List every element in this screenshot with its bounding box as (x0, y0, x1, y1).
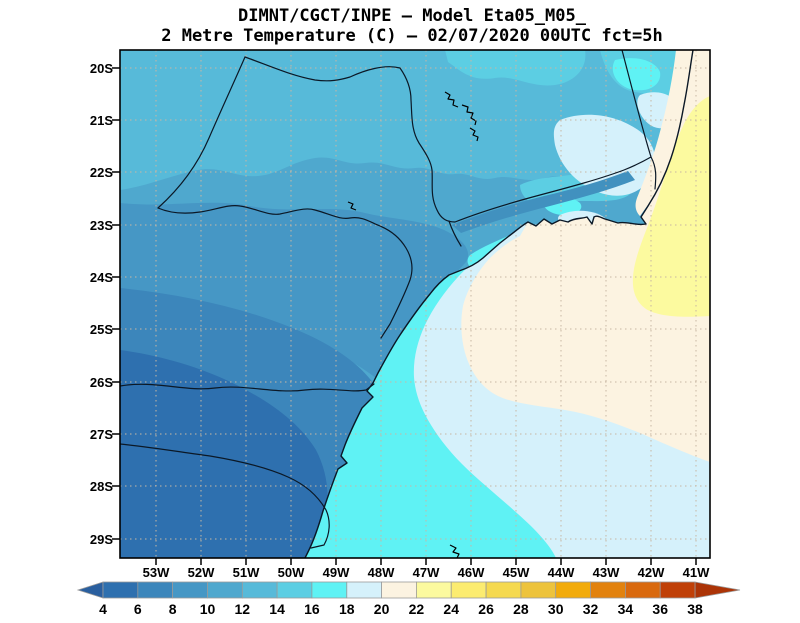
temperature-colorbar: 4 6 8 10 12 14 16 18 20 22 24 26 28 30 3… (76, 581, 741, 617)
colorbar-tick-label: 22 (409, 601, 425, 617)
state-border-parana-river (157, 56, 246, 209)
colorbar-segment (450, 581, 487, 599)
state-borders (120, 50, 657, 558)
colorbar-segment (659, 581, 696, 599)
state-border-pr-sc (120, 383, 375, 392)
lon-label: 42W (638, 565, 665, 580)
colorbar-segment (485, 581, 522, 599)
colorbar-segment (137, 581, 174, 599)
lat-label: 22S (90, 165, 113, 180)
land-cream-coast-strip (635, 50, 693, 216)
lon-label: 41W (683, 565, 710, 580)
title-line1: DIMNT/CGCT/INPE — Model Eta05_M05_ (238, 6, 587, 26)
axis-ticks (112, 67, 697, 565)
lon-label: 43W (593, 565, 620, 580)
lon-label: 53W (143, 565, 170, 580)
coastline (304, 50, 694, 558)
colorbar-tick-label: 4 (99, 601, 107, 617)
colorbar-tick-label: 36 (652, 601, 668, 617)
colorbar-segment (520, 581, 557, 599)
lon-label: 51W (233, 565, 260, 580)
colorbar-tick-label: 16 (304, 601, 320, 617)
colorbar-tick-label: 24 (443, 601, 459, 617)
reservoir-outline (469, 127, 479, 142)
colorbar-segment (102, 581, 139, 599)
state-border-sp-pr (157, 205, 413, 339)
state-border-mg-es (621, 50, 652, 158)
lon-label: 45W (503, 565, 530, 580)
serra-cold-streak (452, 171, 635, 233)
state-border-mg (244, 56, 657, 223)
lat-label: 28S (90, 479, 113, 494)
lat-label: 27S (90, 427, 113, 442)
colorbar-tick-label: 26 (478, 601, 494, 617)
coastal-cyan-region (305, 243, 556, 558)
land-coldest-region (120, 350, 328, 558)
lon-label: 46W (458, 565, 485, 580)
colorbar-segment (415, 581, 452, 599)
colorbar-segment (625, 581, 661, 599)
map-frame (119, 49, 711, 559)
colorbar-left-arrow (76, 581, 104, 599)
lat-label: 23S (90, 218, 113, 233)
lat-label: 24S (90, 270, 113, 285)
reservoir-outline (347, 201, 357, 211)
colorbar-tick-label: 38 (687, 601, 703, 617)
colorbar-segment (241, 581, 278, 599)
lat-label: 25S (90, 322, 113, 337)
colorbar-segment (172, 581, 208, 599)
ocean-warm-region (461, 50, 710, 462)
colorbar-tick-label: 18 (339, 601, 355, 617)
colorbar-segment (381, 581, 417, 599)
colorbar-tick-label: 14 (269, 601, 285, 617)
reservoir-outline (444, 91, 459, 108)
colorbar-tick-label: 12 (235, 601, 251, 617)
title-line2: 2 Metre Temperature (C) — 02/07/2020 00U… (161, 26, 663, 46)
colorbar-segment (590, 581, 626, 599)
map-plot-area (120, 50, 710, 558)
land-bright-cyan-patch (612, 58, 661, 91)
colorbar-segment (346, 581, 383, 599)
colorbar-segment (555, 581, 592, 599)
colorbar-tick-label: 20 (374, 601, 390, 617)
land-cool-region (120, 202, 469, 378)
lon-label: 49W (323, 565, 350, 580)
colorbar-tick-label: 6 (134, 601, 142, 617)
lat-label: 21S (90, 113, 113, 128)
lon-label: 44W (548, 565, 575, 580)
colorbar-segment (311, 581, 348, 599)
state-border-sp-rj (448, 220, 462, 247)
colorbar-tick-label: 10 (200, 601, 216, 617)
latitude-labels: 20S 21S 22S 23S 24S 25S 26S 27S 28S 29S (90, 61, 113, 547)
lon-label: 52W (188, 565, 215, 580)
colorbar-segment (207, 581, 243, 599)
lon-label: 47W (413, 565, 440, 580)
small-coast-feature (449, 544, 460, 558)
colorbar-tick-label: 34 (618, 601, 634, 617)
colorbar-tick-label: 8 (169, 601, 177, 617)
state-border-sc-rs (120, 443, 330, 549)
colorbar-right-arrow (694, 581, 741, 599)
reservoir-outline (461, 104, 477, 126)
ocean-warm-pool-region (632, 96, 710, 317)
lon-label: 50W (278, 565, 305, 580)
lat-label: 20S (90, 61, 113, 76)
graticule-grid (120, 50, 710, 558)
lat-label: 26S (90, 375, 113, 390)
lat-label: 29S (90, 532, 113, 547)
colorbar-segment (276, 581, 313, 599)
colorbar-tick-label: 28 (513, 601, 529, 617)
colorbar-tick-label: 30 (548, 601, 564, 617)
longitude-labels: 53W 52W 51W 50W 49W 48W 47W 46W 45W 44W … (143, 565, 710, 580)
colorbar-tick-label: 32 (583, 601, 599, 617)
lon-label: 48W (368, 565, 395, 580)
